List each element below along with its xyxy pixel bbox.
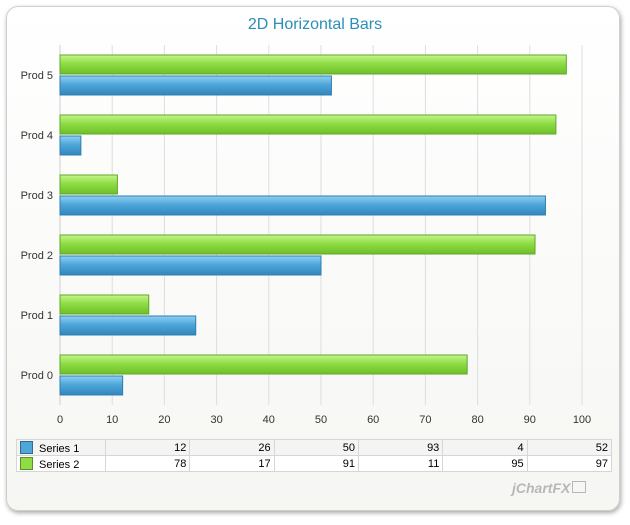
table-cell: 78 bbox=[104, 455, 191, 472]
series-legend-cell: Series 2 bbox=[16, 455, 106, 472]
bar-series-1[interactable] bbox=[59, 75, 332, 96]
legend-swatch bbox=[20, 456, 33, 470]
bar-series-1[interactable] bbox=[59, 255, 322, 276]
series-name: Series 2 bbox=[39, 458, 80, 471]
bar-series-2[interactable] bbox=[59, 294, 150, 315]
category-label: Prod 0 bbox=[21, 370, 53, 382]
series-name: Series 1 bbox=[39, 442, 80, 455]
x-tick-label: 40 bbox=[263, 414, 275, 426]
x-tick-label: 0 bbox=[57, 414, 63, 426]
table-cell: 91 bbox=[273, 455, 359, 472]
bar-series-2[interactable] bbox=[59, 54, 567, 75]
bar-series-1[interactable] bbox=[59, 375, 124, 396]
x-tick-label: 70 bbox=[419, 414, 431, 426]
x-tick-label: 50 bbox=[315, 414, 327, 426]
x-tick-label: 90 bbox=[524, 414, 536, 426]
bar-series-1[interactable] bbox=[59, 195, 546, 216]
data-table: Series 1 12 26 50 93 4 52 Series 2 78 17 91 11 95 97 bbox=[16, 439, 613, 472]
category-label: Prod 1 bbox=[21, 310, 53, 322]
x-tick-label: 60 bbox=[367, 414, 379, 426]
bars bbox=[59, 54, 567, 396]
bar-series-2[interactable] bbox=[59, 174, 118, 195]
x-tick-label: 10 bbox=[106, 414, 118, 426]
bar-series-1[interactable] bbox=[59, 135, 82, 156]
table-cell: 93 bbox=[357, 439, 444, 456]
grid-lines bbox=[59, 45, 583, 405]
legend-swatch bbox=[20, 440, 33, 454]
brand-text: jChartFX bbox=[512, 480, 571, 496]
x-tick-label: 100 bbox=[573, 414, 591, 426]
category-label: Prod 5 bbox=[21, 70, 53, 82]
bar-series-2[interactable] bbox=[59, 354, 468, 375]
category-label: Prod 4 bbox=[21, 130, 53, 142]
bar-series-2[interactable] bbox=[59, 234, 536, 255]
table-cell: 95 bbox=[442, 455, 528, 472]
x-tick-label: 80 bbox=[471, 414, 483, 426]
table-cell: 4 bbox=[442, 439, 528, 456]
table-cell: 11 bbox=[357, 455, 444, 472]
table-cell: 97 bbox=[526, 455, 613, 472]
table-cell: 50 bbox=[273, 439, 359, 456]
table-row: Series 1 12 26 50 93 4 52 bbox=[16, 439, 613, 456]
chart-title: 2D Horizontal Bars bbox=[247, 16, 383, 33]
x-tick-label: 30 bbox=[210, 414, 222, 426]
bar-series-1[interactable] bbox=[59, 315, 197, 336]
table-row: Series 2 78 17 91 11 95 97 bbox=[16, 455, 613, 472]
table-cell: 26 bbox=[189, 439, 275, 456]
table-cell: 12 bbox=[104, 439, 191, 456]
category-label: Prod 2 bbox=[21, 250, 53, 262]
axis-labels: 0 10 20 30 40 50 60 70 80 90 100 Prod 0 Prod 1 Prod 2… bbox=[21, 70, 592, 426]
chart-logo-icon bbox=[572, 481, 587, 493]
x-tick-label: 20 bbox=[158, 414, 170, 426]
table-cell: 52 bbox=[526, 439, 613, 456]
category-label: Prod 3 bbox=[21, 190, 53, 202]
table-cell: 17 bbox=[189, 455, 275, 472]
brand-logo: jChartFX bbox=[512, 480, 587, 496]
bar-series-2[interactable] bbox=[59, 114, 557, 135]
series-legend-cell: Series 1 bbox=[16, 439, 106, 456]
